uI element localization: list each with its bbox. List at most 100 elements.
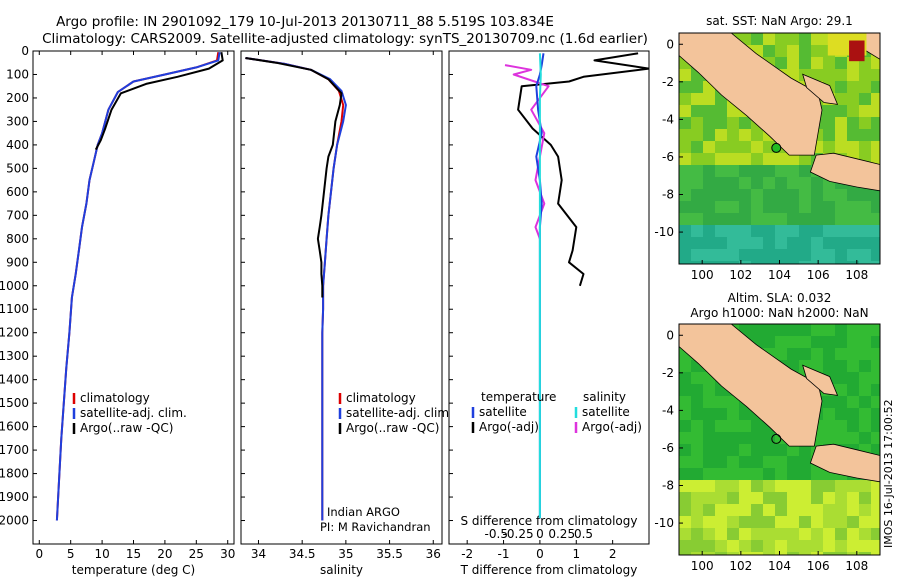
- sla_map-cell: [763, 540, 776, 553]
- sst_map-cell: [823, 69, 836, 82]
- sst_map-cell: [859, 81, 872, 94]
- sla_map-cell: [775, 516, 788, 529]
- diff-legend-temp-title: temperature: [481, 390, 556, 404]
- sst_map-cell: [871, 237, 880, 250]
- sla_map-cell: [703, 516, 716, 529]
- sla_map-cell: [823, 504, 836, 517]
- sla_map-cell: [775, 480, 788, 493]
- temperature-ytick-label: 1200: [0, 326, 29, 340]
- sst_map-ytick-label: -6: [662, 150, 674, 164]
- sst_map-cell: [763, 45, 776, 58]
- sst_map-xtick-label: 104: [768, 268, 791, 282]
- sla_map-cell: [871, 480, 880, 493]
- sst_map-cell: [727, 141, 740, 154]
- temperature-xtick-label: 5: [67, 547, 75, 561]
- sla_map-cell: [823, 528, 836, 541]
- sst_map-cell: [835, 105, 848, 118]
- sst_map-cell: [847, 201, 860, 214]
- sla_map-cell: [715, 552, 728, 555]
- sla_map-cell: [811, 516, 824, 529]
- sst_map-cell: [787, 57, 800, 70]
- sst_map-cell: [703, 177, 716, 190]
- sst_map-cell: [847, 81, 860, 94]
- sla_map-cell: [799, 456, 812, 469]
- sst_map-cell: [871, 249, 880, 262]
- sla_map-cell: [775, 348, 788, 361]
- sla_map-cell: [835, 396, 848, 409]
- sla_map-cell: [847, 348, 860, 361]
- sla_map-xtick-label: 104: [768, 559, 791, 573]
- sla_map-cell: [775, 324, 788, 337]
- sst_map-cell: [763, 165, 776, 178]
- sla_map-cell: [679, 552, 692, 555]
- sla_map-cell: [775, 540, 788, 553]
- sla_map-cell: [787, 504, 800, 517]
- sst_map-cell: [811, 249, 824, 262]
- sst_map-cell: [691, 153, 704, 166]
- salinity-xtick-label: 34.5: [289, 547, 316, 561]
- sst_map-cell: [811, 213, 824, 226]
- sst_map-cell: [679, 225, 692, 238]
- sla_map-cell: [787, 324, 800, 337]
- sla_map-cell: [859, 420, 872, 433]
- diff-lines: [504, 52, 649, 519]
- sla_map-cell: [835, 348, 848, 361]
- temperature-ytick-label: 100: [6, 67, 29, 81]
- sst_map-cell: [763, 189, 776, 202]
- sst_map-cell: [703, 105, 716, 118]
- sst_map-cell: [775, 213, 788, 226]
- sla_map-cell: [727, 480, 740, 493]
- sla-map-title-2: Argo h1000: NaN h2000: NaN: [690, 306, 868, 320]
- sla_map-cell: [871, 432, 880, 445]
- sla_map-cell: [703, 492, 716, 505]
- sla_map-cell: [823, 432, 836, 445]
- salinity-panel: 34 34.5 35 35.5 36 salinity climatologysatelli…: [240, 50, 453, 577]
- sst_map-cell: [859, 93, 872, 106]
- temperature-ytick-label: 1600: [0, 420, 29, 434]
- temperature-ytick-label: 1500: [0, 396, 29, 410]
- sla_map-cell: [763, 444, 776, 457]
- sla_map-cell: [859, 348, 872, 361]
- sst_map-cell: [751, 33, 764, 46]
- diff-xlabel: T difference from climatology: [460, 563, 638, 577]
- sla_map-cell: [691, 540, 704, 553]
- sla_map-cell: [835, 384, 848, 397]
- sla_map-cell: [871, 324, 880, 337]
- temperature-ytick-label: 1400: [0, 373, 29, 387]
- sla_map-cell: [739, 420, 752, 433]
- sst_map-cell: [799, 189, 812, 202]
- sla_map-cell: [703, 408, 716, 421]
- sst_map-cell: [679, 189, 692, 202]
- sla_map-cell: [799, 480, 812, 493]
- sla_map-cell: [751, 492, 764, 505]
- sla_map-cell: [859, 396, 872, 409]
- sla_map-cell: [679, 480, 692, 493]
- sla_map-cell: [691, 480, 704, 493]
- sla_map-cell: [679, 420, 692, 433]
- sst_map-cell: [703, 117, 716, 130]
- sst_map-cell: [787, 249, 800, 262]
- sla_map-cell: [823, 408, 836, 421]
- sla_map-ytick-label: 0: [666, 328, 674, 342]
- sla_map-cell: [835, 552, 848, 555]
- sst_map-cell: [751, 249, 764, 262]
- sst_map-cell: [847, 117, 860, 130]
- sla_map-land-sumatra: [679, 324, 823, 447]
- sst_map-cell: [859, 129, 872, 142]
- temperature-xtick-label: 30: [220, 547, 235, 561]
- sla_map-cell: [811, 528, 824, 541]
- sst_map-cell: [871, 225, 880, 238]
- sla_map-cell: [703, 540, 716, 553]
- sst_map-cell: [763, 249, 776, 262]
- temperature-axes-frame: [32, 50, 235, 545]
- sst_map-cell: [835, 69, 848, 82]
- sst_map-cell: [847, 141, 860, 154]
- temp-satellite-line: [55, 52, 221, 521]
- sla_map-contents: [679, 324, 880, 555]
- temperature-ytick-label: 400: [6, 138, 29, 152]
- sla_map-cell: [739, 516, 752, 529]
- sst_map-cell: [811, 177, 824, 190]
- sla_map-cell: [739, 456, 752, 469]
- sla_map-xtick-label: 106: [807, 559, 830, 573]
- diff-sal-legend-label: Argo(-adj): [582, 420, 642, 434]
